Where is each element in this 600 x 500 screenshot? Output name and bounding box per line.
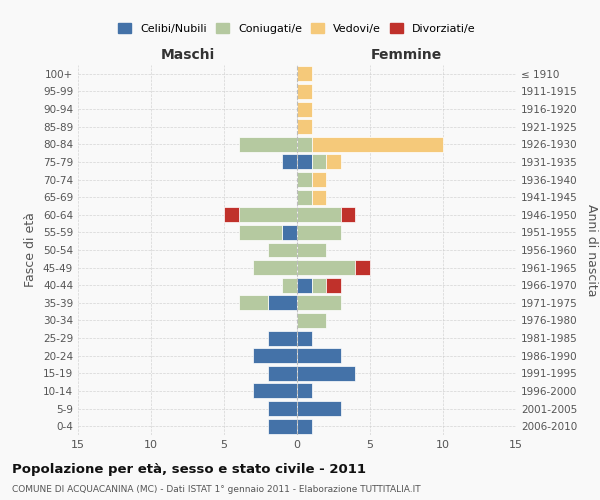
Bar: [311, 278, 326, 292]
Bar: [297, 278, 311, 292]
Bar: [253, 348, 297, 363]
Bar: [239, 208, 297, 222]
Bar: [297, 172, 311, 187]
Bar: [224, 208, 239, 222]
Text: Maschi: Maschi: [160, 48, 215, 62]
Bar: [297, 119, 311, 134]
Bar: [297, 225, 341, 240]
Bar: [297, 384, 311, 398]
Bar: [297, 260, 355, 275]
Bar: [283, 154, 297, 170]
Y-axis label: Fasce di età: Fasce di età: [25, 212, 37, 288]
Legend: Celibi/Nubili, Coniugati/e, Vedovi/e, Divorziati/e: Celibi/Nubili, Coniugati/e, Vedovi/e, Di…: [114, 19, 480, 38]
Bar: [297, 401, 341, 416]
Bar: [297, 348, 341, 363]
Bar: [283, 225, 297, 240]
Bar: [268, 242, 297, 258]
Bar: [297, 137, 311, 152]
Bar: [297, 190, 311, 204]
Bar: [268, 401, 297, 416]
Bar: [311, 172, 326, 187]
Bar: [326, 154, 341, 170]
Bar: [297, 330, 311, 345]
Bar: [341, 208, 355, 222]
Bar: [297, 366, 355, 381]
Bar: [311, 137, 443, 152]
Y-axis label: Anni di nascita: Anni di nascita: [586, 204, 598, 296]
Bar: [297, 102, 311, 116]
Bar: [311, 190, 326, 204]
Bar: [311, 154, 326, 170]
Bar: [268, 330, 297, 345]
Bar: [283, 278, 297, 292]
Bar: [297, 313, 326, 328]
Bar: [268, 418, 297, 434]
Text: COMUNE DI ACQUACANINA (MC) - Dati ISTAT 1° gennaio 2011 - Elaborazione TUTTITALI: COMUNE DI ACQUACANINA (MC) - Dati ISTAT …: [12, 485, 421, 494]
Bar: [297, 66, 311, 82]
Bar: [268, 366, 297, 381]
Bar: [268, 296, 297, 310]
Text: Popolazione per età, sesso e stato civile - 2011: Popolazione per età, sesso e stato civil…: [12, 462, 366, 475]
Bar: [253, 260, 297, 275]
Bar: [253, 384, 297, 398]
Bar: [355, 260, 370, 275]
Bar: [297, 208, 341, 222]
Bar: [297, 296, 341, 310]
Bar: [326, 278, 341, 292]
Bar: [297, 84, 311, 99]
Bar: [239, 137, 297, 152]
Bar: [239, 296, 268, 310]
Bar: [297, 418, 311, 434]
Bar: [297, 242, 326, 258]
Bar: [239, 225, 283, 240]
Text: Femmine: Femmine: [371, 48, 442, 62]
Bar: [297, 154, 311, 170]
